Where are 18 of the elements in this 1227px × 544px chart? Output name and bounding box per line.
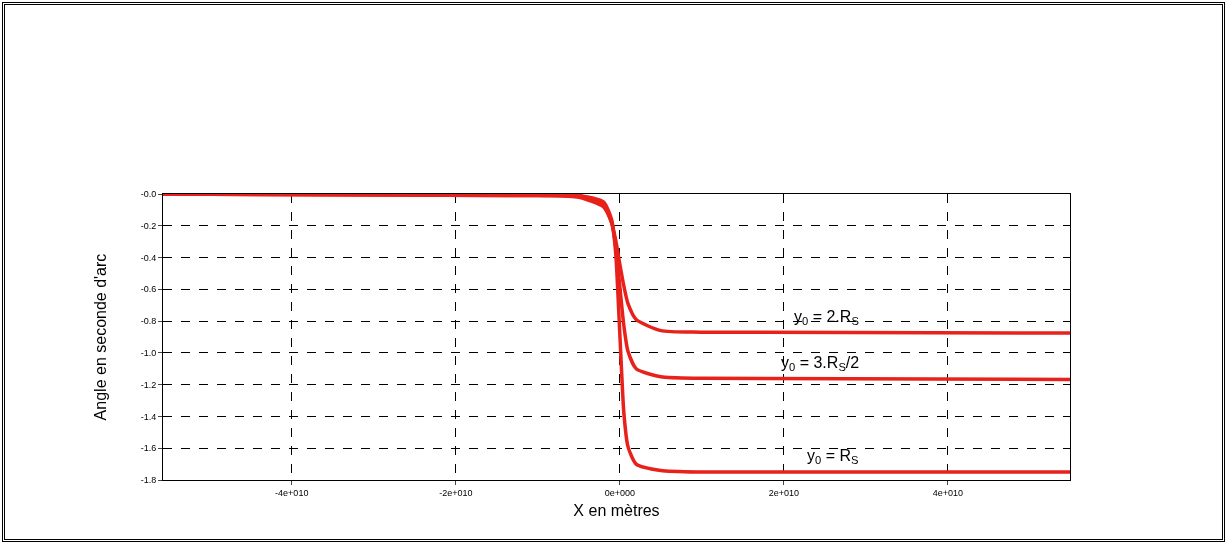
y-tick-label: -0.4 bbox=[140, 252, 157, 263]
y-tick-label: -0.0 bbox=[140, 189, 157, 200]
x-tick-label: 0e+000 bbox=[604, 487, 635, 498]
x-tick-label: 2e+010 bbox=[768, 487, 799, 498]
y-axis-title: Angle en seconde d'arc bbox=[91, 253, 109, 421]
series-label: y$_{0}$ = R$_{S}$ bbox=[807, 447, 859, 467]
x-axis-title: X en mètres bbox=[573, 502, 660, 520]
y-tick-label: -1.0 bbox=[140, 348, 157, 359]
x-tick-label: 4e+010 bbox=[932, 487, 963, 498]
y-tick-label: -1.8 bbox=[140, 475, 157, 486]
y-tick-label: -0.2 bbox=[140, 220, 157, 231]
y-tick-label: -1.4 bbox=[140, 411, 157, 422]
y-tick-label: -1.6 bbox=[140, 443, 157, 454]
y-tick-label: -0.8 bbox=[140, 316, 157, 327]
y-tick-label: -0.6 bbox=[140, 284, 157, 295]
x-tick-label: -4e+010 bbox=[275, 487, 309, 498]
x-tick-label: -2e+010 bbox=[439, 487, 473, 498]
y-tick-label: -1.2 bbox=[140, 379, 157, 390]
